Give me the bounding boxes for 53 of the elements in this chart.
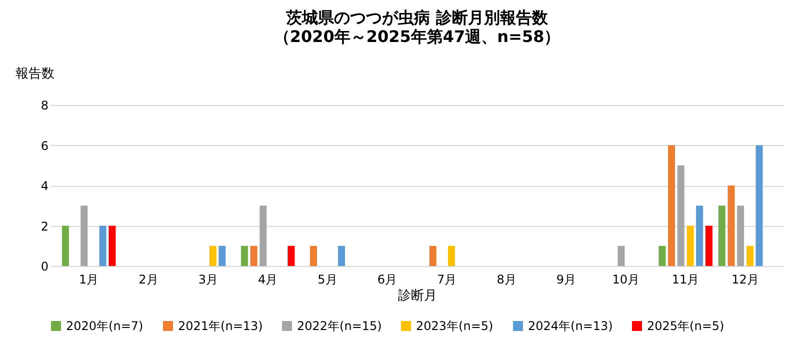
legend-label: 2022年(n=15) [297,319,382,333]
legend-label: 2020年(n=7) [66,319,144,333]
bar [686,226,694,266]
x-tick-label: 5月 [318,272,338,286]
y-tick-label: 0 [40,260,48,274]
x-tick-label: 12月 [732,272,759,286]
bar [338,246,345,266]
y-tick-label: 8 [40,98,48,112]
bar [677,165,684,266]
bar [260,206,267,266]
bar [108,226,116,266]
x-tick-label: 10月 [612,272,640,286]
bar [448,246,456,266]
bar [746,246,754,266]
bar [756,145,763,266]
bar [429,246,436,266]
x-tick-label: 9月 [556,272,576,286]
x-tick-label: 4月 [258,272,278,286]
chart-title: 茨城県のつつが虫病 診断月別報告数 [285,8,549,27]
bar [240,246,248,266]
y-tick-label: 6 [40,138,48,153]
bar [288,246,295,266]
bar [696,206,704,266]
bar [80,206,88,266]
y-axis-title: 報告数 [16,66,54,82]
bar [658,246,666,266]
bar [737,206,744,266]
x-tick-label: 2月 [138,272,158,286]
y-tick-label: 4 [40,179,48,193]
y-tick-label: 2 [40,219,48,234]
bar [62,226,69,266]
bar [618,246,625,266]
bar [209,246,216,266]
legend-label: 2024年(n=13) [528,319,613,333]
legend-label: 2023年(n=5) [416,319,494,333]
x-axis-title: 診断月 [398,288,437,304]
bar [218,246,226,266]
x-tick-label: 7月 [437,272,457,286]
x-tick-label: 3月 [198,272,218,286]
bar [728,186,735,266]
bar [705,226,712,266]
bar [250,246,258,266]
x-tick-label: 8月 [496,272,516,286]
legend-label: 2025年(n=5) [647,319,724,333]
legend-label: 2021年(n=13) [178,319,263,333]
x-tick-label: 6月 [377,272,397,286]
chart-subtitle: （2020年～2025年第47週、n=58） [274,27,560,46]
bar [718,206,726,266]
x-tick-label: 1月 [78,272,99,286]
x-tick-label: 11月 [672,272,700,286]
bar [310,246,317,266]
bar [99,226,106,266]
bar [668,145,676,266]
